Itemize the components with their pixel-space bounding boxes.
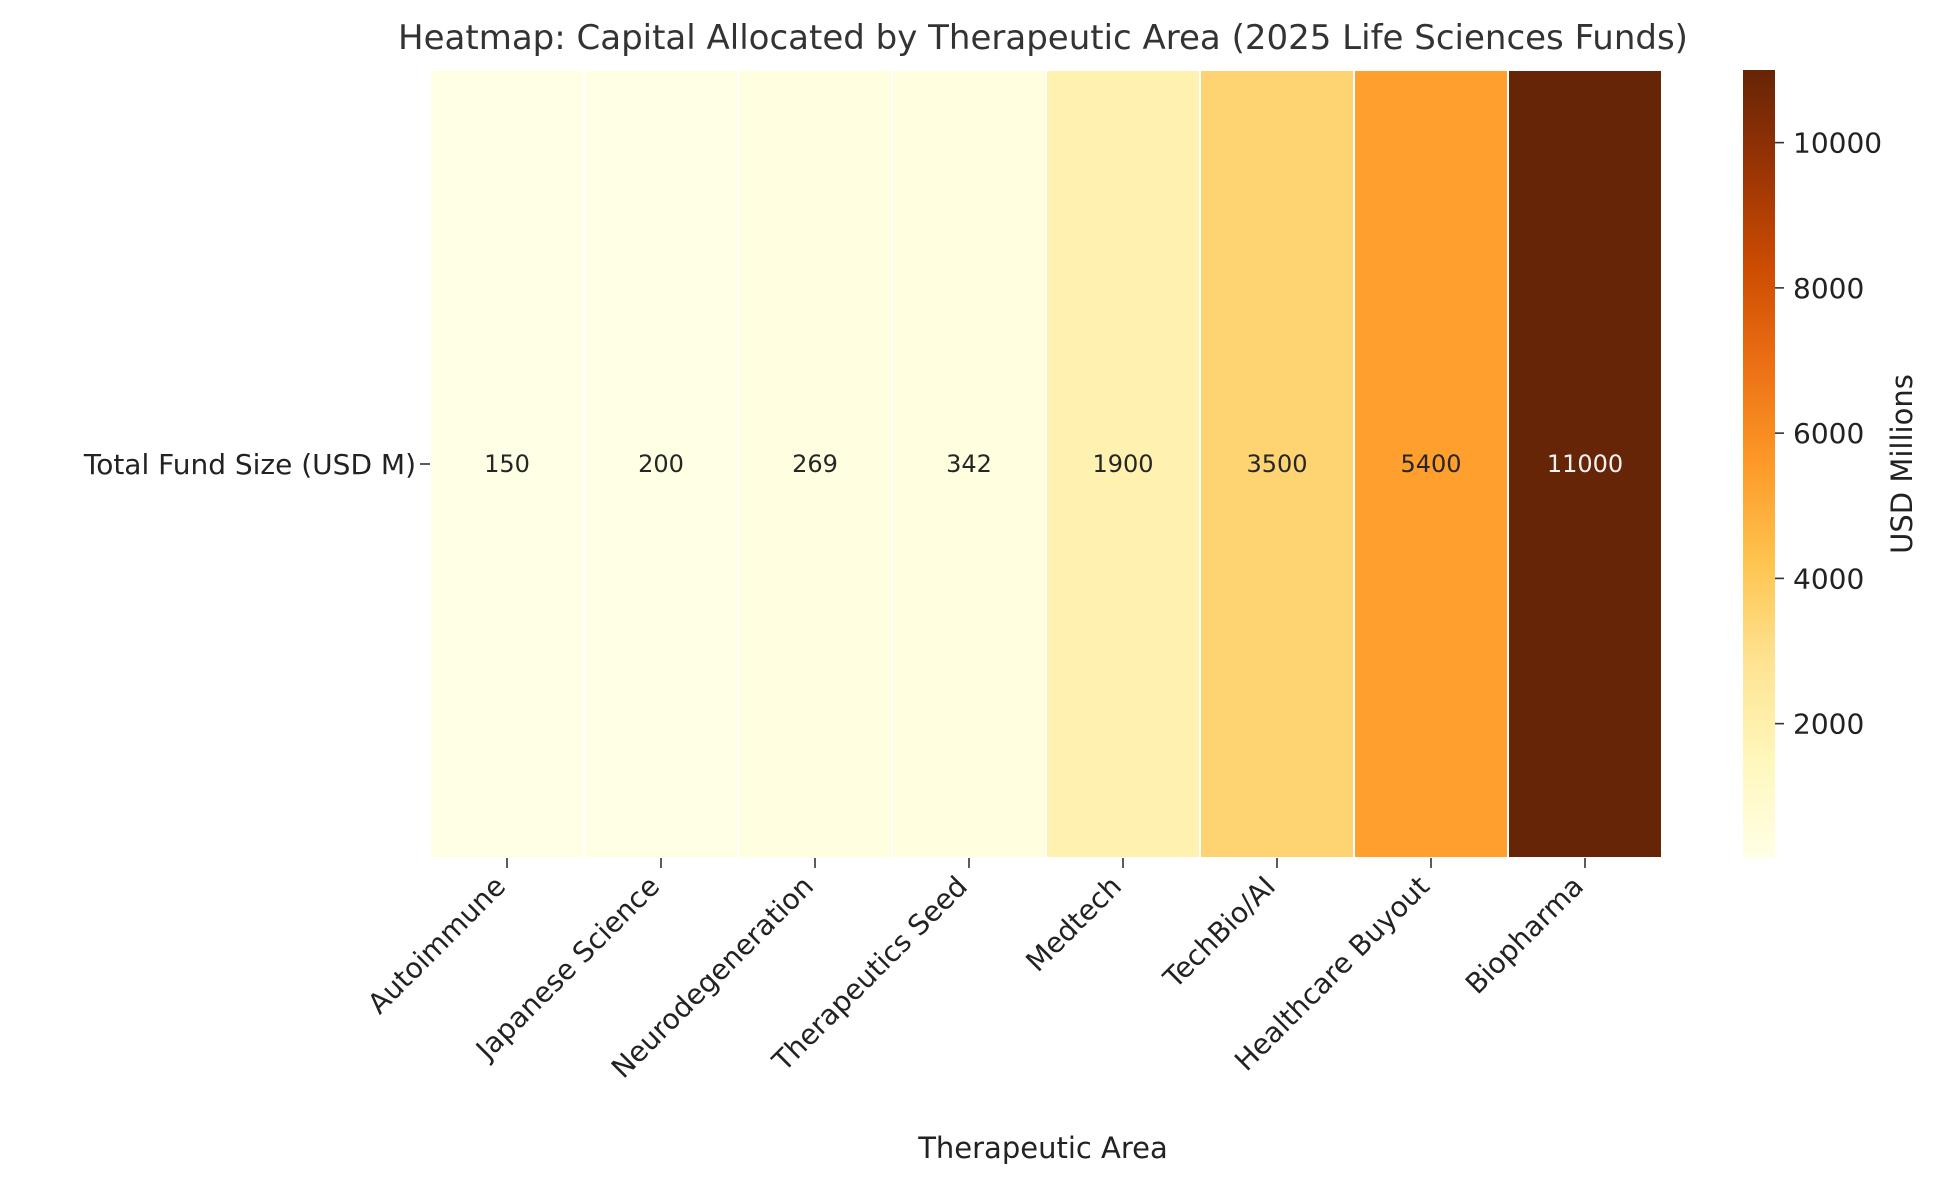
colorbar-tick-label: 4000: [1793, 562, 1864, 595]
colorbar-label: USD Millions: [1885, 374, 1919, 554]
heatmap-cell: [583, 69, 739, 859]
cell-value-label: 11000: [1547, 450, 1623, 478]
x-tick-label: Autoimmune: [361, 870, 512, 1021]
cell-value-label: 1900: [1092, 450, 1153, 478]
colorbar-tick-label: 6000: [1793, 417, 1864, 450]
heatmap-cell: [1199, 69, 1355, 859]
x-tick-label: Medtech: [1019, 870, 1128, 979]
cell-value-label: 200: [638, 450, 684, 478]
x-tick-label: TechBio/AI: [1156, 870, 1282, 996]
colorbar-tick-label: 10000: [1793, 127, 1882, 160]
heatmap-cell: [737, 69, 893, 859]
x-axis-label: Therapeutic Area: [917, 1131, 1168, 1165]
heatmap-cell: [1507, 69, 1663, 859]
heatmap-cell: [429, 69, 585, 859]
cell-value-label: 269: [792, 450, 838, 478]
cell-value-label: 5400: [1400, 450, 1461, 478]
heatmap-cell: [1045, 69, 1201, 859]
colorbar: 2000 4000 6000 8000 10000 USD Millions: [1743, 70, 1919, 858]
cell-value-label: 3500: [1246, 450, 1307, 478]
cell-value-label: 342: [946, 450, 992, 478]
colorbar-tick-label: 2000: [1793, 708, 1864, 741]
chart-title: Heatmap: Capital Allocated by Therapeuti…: [398, 18, 1688, 58]
colorbar-gradient: [1743, 70, 1775, 858]
x-tick-label: Biopharma: [1459, 870, 1590, 1001]
heatmap-cell: [891, 69, 1047, 859]
y-axis: Total Fund Size (USD M): [83, 448, 430, 481]
heatmap-cells: 150 200 269 342 1900 3500 5400 11000: [429, 69, 1663, 859]
colorbar-tick-label: 8000: [1793, 272, 1864, 305]
y-tick-label: Total Fund Size (USD M): [83, 448, 416, 481]
cell-value-label: 150: [484, 450, 530, 478]
